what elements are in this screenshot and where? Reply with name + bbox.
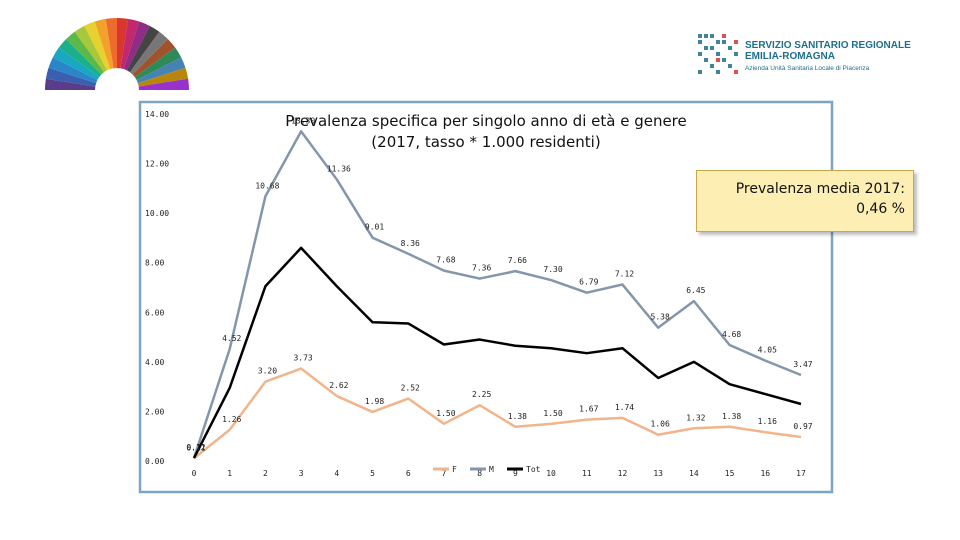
- data-label-m: 9.01: [365, 223, 384, 232]
- data-label-m: 7.36: [472, 264, 491, 273]
- regional-fan-logo: [45, 18, 189, 90]
- data-label-f: 3.73: [293, 354, 312, 363]
- data-label-f: 1.26: [222, 415, 241, 424]
- data-label-m: 5.38: [651, 313, 670, 322]
- data-label-f: 1.50: [543, 409, 562, 418]
- x-tick-label: 13: [653, 469, 663, 478]
- data-label-f: 2.52: [401, 384, 420, 393]
- y-tick-label: 8.00: [145, 259, 164, 268]
- y-tick-label: 10.00: [145, 209, 169, 218]
- legend-label-f: F: [452, 465, 457, 474]
- legend-label-m: M: [489, 465, 494, 474]
- x-tick-label: 0: [192, 469, 197, 478]
- data-label-m: 11.36: [327, 164, 351, 173]
- data-label-f: 1.32: [686, 413, 705, 422]
- x-tick-label: 17: [796, 469, 806, 478]
- x-tick-label: 1: [227, 469, 232, 478]
- data-label-m: 0.12: [186, 443, 205, 452]
- x-tick-label: 4: [334, 469, 339, 478]
- x-tick-label: 15: [725, 469, 735, 478]
- data-label-m: 13.30: [291, 116, 315, 125]
- x-tick-label: 5: [370, 469, 375, 478]
- note-line-2: 0,46 %: [856, 201, 905, 217]
- chart-frame: [138, 100, 834, 494]
- data-label-m: 6.79: [579, 278, 598, 287]
- x-tick-label: 8: [477, 469, 482, 478]
- x-tick-label: 14: [689, 469, 699, 478]
- org-line-3: Azienda Unità Sanitaria Locale di Piacen…: [745, 65, 870, 72]
- data-label-f: 0.11: [186, 443, 205, 452]
- data-label-f: 1.16: [758, 417, 777, 426]
- data-label-f: 1.38: [508, 412, 527, 421]
- x-tick-label: 7: [442, 469, 447, 478]
- series-line-m: [192, 130, 802, 459]
- org-name: SERVIZIO SANITARIO REGIONALE EMILIA-ROMA…: [745, 40, 911, 62]
- chart-subtitle: (2017, tasso * 1.000 residenti): [371, 133, 600, 151]
- data-label-m: 7.66: [508, 256, 527, 265]
- data-label-m: 4.52: [222, 334, 241, 343]
- x-tick-label: 12: [618, 469, 628, 478]
- org-line-2: EMILIA-ROMAGNA: [745, 51, 835, 62]
- data-label-f: 1.38: [722, 412, 741, 421]
- org-line-1: SERVIZIO SANITARIO REGIONALE: [745, 40, 911, 51]
- x-tick-label: 11: [582, 469, 592, 478]
- data-labels: 0.11 1.26 3.20 3.73 2.62 1.98 2.52 1.50 2.25 1.38…: [186, 116, 812, 452]
- series-line-f: [193, 367, 802, 460]
- data-label-m: 6.45: [686, 286, 705, 295]
- y-tick-label: 0.00: [145, 457, 164, 466]
- data-label-m: 3.47: [793, 360, 812, 369]
- data-label-m: 7.12: [615, 270, 634, 279]
- x-tick-label: 10: [546, 469, 556, 478]
- y-tick-label: 2.00: [145, 407, 164, 416]
- average-prevalence-note: Prevalenza media 2017: 0,46 %: [696, 170, 914, 232]
- data-label-m: 7.68: [436, 256, 455, 265]
- data-label-f: 1.74: [615, 403, 634, 412]
- y-tick-label: 4.00: [145, 358, 164, 367]
- data-label-m: 10.68: [255, 181, 279, 190]
- y-tick-label: 14.00: [145, 110, 169, 119]
- note-line-1: Prevalenza media 2017:: [735, 181, 905, 197]
- data-label-f: 1.50: [436, 409, 455, 418]
- legend: F M Tot: [433, 465, 541, 474]
- x-tick-label: 2: [263, 469, 268, 478]
- x-tick-label: 9: [513, 469, 518, 478]
- legend-label-tot: Tot: [526, 465, 541, 474]
- data-label-m: 8.36: [401, 239, 420, 248]
- data-label-f: 2.25: [472, 390, 491, 399]
- y-axis: 0.00 2.00 4.00 6.00 8.00 10.00 12.00 14.00: [145, 110, 169, 466]
- series-layer: [192, 130, 802, 460]
- y-tick-label: 12.00: [145, 160, 169, 169]
- data-label-m: 4.05: [758, 346, 777, 355]
- x-tick-label: 3: [299, 469, 304, 478]
- y-tick-label: 6.00: [145, 308, 164, 317]
- x-tick-label: 6: [406, 469, 411, 478]
- fan-center: [95, 68, 139, 90]
- data-label-m: 4.68: [722, 330, 741, 339]
- x-axis: 0 1 2 3 4 5 6 7 8 9 10 11 12 13 14 15 16 17: [192, 469, 806, 478]
- data-label-f: 1.98: [365, 397, 384, 406]
- data-label-f: 0.97: [793, 422, 812, 431]
- ssr-emilia-romagna-logo: [698, 34, 738, 74]
- data-label-f: 1.06: [651, 420, 670, 429]
- data-label-m: 7.30: [543, 265, 562, 274]
- data-label-f: 3.20: [258, 367, 277, 376]
- x-tick-label: 16: [760, 469, 770, 478]
- series-line-tot: [192, 246, 802, 459]
- data-label-f: 1.67: [579, 405, 598, 414]
- chart-title: Prevalenza specifica per singolo anno di…: [285, 112, 687, 130]
- data-label-f: 2.62: [329, 381, 348, 390]
